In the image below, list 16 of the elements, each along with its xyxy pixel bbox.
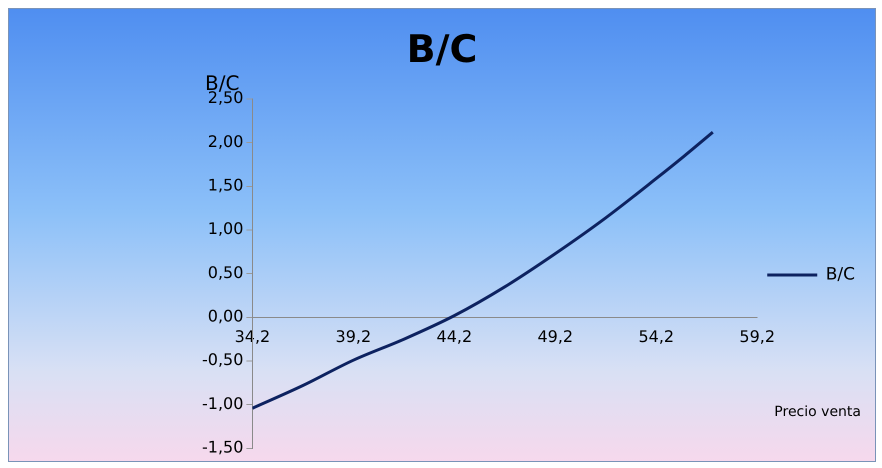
x-tick-label: 54,2	[638, 327, 674, 346]
x-axis-title: Precio venta	[774, 404, 861, 420]
x-tick-label: 39,2	[336, 327, 372, 346]
y-tick-label: 0,00	[208, 306, 244, 326]
x-tick-label: 59,2	[739, 327, 776, 346]
y-tick-label: 1,00	[208, 219, 244, 238]
y-tick-label: -1,00	[202, 394, 244, 413]
y-tick-label: 0,50	[208, 262, 244, 282]
y-tick-label: 1,50	[208, 176, 244, 195]
x-tick-label: 49,2	[537, 327, 574, 346]
y-tick-label: -0,50	[202, 350, 244, 370]
legend-label: B/C	[826, 264, 856, 284]
y-tick-label: 2,00	[208, 132, 244, 151]
x-tick-label: 44,2	[436, 327, 472, 346]
y-tick-label: -1,50	[202, 438, 244, 457]
chart-title: B/C	[406, 27, 478, 71]
